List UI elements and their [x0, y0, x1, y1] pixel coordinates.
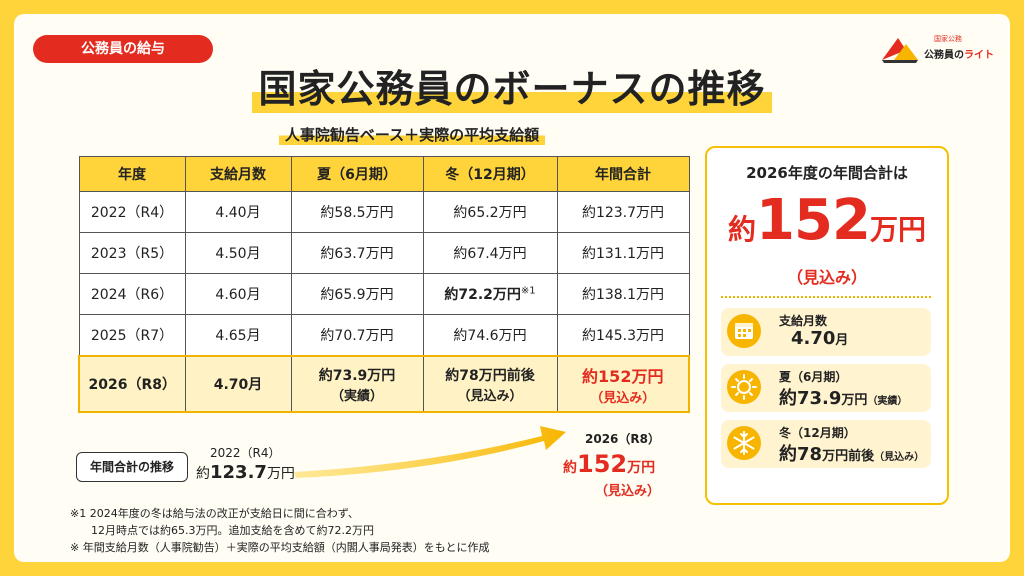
footnote-1-cont: 12月時点では約65.3万円。追加支給を含めて約72.2万円: [91, 524, 374, 537]
cell-year: 2023（R5）: [78, 232, 186, 274]
card-label: 支給月数: [779, 314, 828, 328]
cell-year: 2026（R8）: [78, 355, 186, 413]
table-row-highlight: 2026（R8） 4.70月 約73.9万円 （実績） 約78万円前後 （見込み） …: [78, 355, 690, 413]
trend-start-year: 2022（R4）: [210, 446, 281, 460]
mountain-logo-icon: [882, 38, 918, 63]
cell-winter: 約67.4万円: [422, 232, 558, 274]
cell-months: 4.50月: [184, 232, 292, 274]
cell-total: 約138.1万円: [556, 273, 690, 315]
cell-year: 2022（R4）: [78, 191, 186, 233]
cell-year: 2025（R7）: [78, 314, 186, 357]
cell-total: 約145.3万円: [556, 314, 690, 357]
footnotes: ※1 2024年度の冬は給与法の改正が支給日に間に合わず、 12月時点では約65…: [70, 505, 490, 556]
footnote-1: ※1 2024年度の冬は給与法の改正が支給日に間に合わず、: [70, 507, 359, 520]
table-row: 2025（R7） 4.65月 約70.7万円 約74.6万円 約145.3万円: [78, 314, 690, 357]
cell-summer: 約58.5万円: [290, 191, 424, 233]
card-value: 約73.9万円（実績）: [779, 388, 908, 409]
table-subtitle: 人事院勧告ベース＋実際の平均支給額: [212, 124, 612, 145]
cell-winter: 約74.6万円: [422, 314, 558, 357]
table-row: 2022（R4） 4.40月 約58.5万円 約65.2万円 約123.7万円: [78, 191, 690, 233]
panel-card-months: 支給月数 4.70月: [721, 308, 931, 356]
cell-summer: 約65.9万円: [290, 273, 424, 315]
panel-total-value: 約152万円: [728, 188, 926, 253]
summary-panel: 2026年度の年間合計は 約152万円 （見込み） 支給月数 4.70月: [705, 146, 949, 505]
header-summer: 夏（6月期）: [290, 156, 424, 192]
trend-end-note: （見込み）: [595, 484, 661, 499]
logo-small-text: 国家公務: [934, 35, 962, 43]
header-winter: 冬（12月期）: [422, 156, 558, 192]
logo-brand-text: 公務員のライト: [924, 50, 994, 61]
cell-summer: 約63.7万円: [290, 232, 424, 274]
bonus-table: 年度 支給月数 夏（6月期） 冬（12月期） 年間合計 2022（R4） 4.4…: [78, 156, 690, 413]
cell-winter: 約78万円前後 （見込み）: [422, 355, 558, 413]
brand-logo: 国家公務 公務員のライト: [880, 30, 1000, 66]
header-total: 年間合計: [556, 156, 690, 192]
trend-end-year: 2026（R8）: [585, 432, 660, 446]
trend-label: 年間合計の推移: [76, 452, 188, 482]
table-row: 2023（R5） 4.50月 約63.7万円 約67.4万円 約131.1万円: [78, 232, 690, 274]
table-row: 2024（R6） 4.60月 約65.9万円 約72.2万円※1 約138.1万…: [78, 273, 690, 315]
footnote-mark: ※1: [520, 285, 536, 297]
snowflake-icon: [727, 426, 761, 460]
cell-months: 4.70月: [184, 355, 292, 413]
panel-heading: 2026年度の年間合計は: [746, 164, 908, 182]
header-year: 年度: [78, 156, 186, 192]
panel-card-summer: 夏（6月期） 約73.9万円（実績）: [721, 364, 931, 412]
cell-year: 2024（R6）: [78, 273, 186, 315]
cell-total: 約152万円 （見込み）: [556, 355, 690, 413]
category-tag: 公務員の給与: [33, 35, 213, 63]
card-label: 冬（12月期）: [779, 426, 856, 440]
sun-icon: [727, 370, 761, 404]
cell-winter: 約65.2万円: [422, 191, 558, 233]
header-months: 支給月数: [184, 156, 292, 192]
calendar-icon: [727, 314, 761, 348]
trend-start-value: 約123.7万円: [196, 462, 295, 483]
cell-total: 約131.1万円: [556, 232, 690, 274]
panel-card-winter: 冬（12月期） 約78万円前後（見込み）: [721, 420, 931, 468]
cell-winter: 約72.2万円※1: [422, 273, 558, 315]
table-header-row: 年度 支給月数 夏（6月期） 冬（12月期） 年間合計: [78, 156, 690, 192]
card-value: 約78万円前後（見込み）: [779, 444, 925, 465]
footnote-2: ※ 年間支給月数（人事院勧告）＋実際の平均支給額（内閣人事局発表）をもとに作成: [70, 541, 490, 554]
cell-months: 4.60月: [184, 273, 292, 315]
panel-total-note: （見込み）: [786, 268, 867, 287]
cell-summer: 約73.9万円 （実績）: [290, 355, 424, 413]
trend-end-value: 約152万円: [563, 450, 656, 478]
cell-months: 4.40月: [184, 191, 292, 233]
trend-arrow-icon: [294, 426, 566, 478]
cell-months: 4.65月: [184, 314, 292, 357]
cell-total: 約123.7万円: [556, 191, 690, 233]
card-value: 4.70月: [791, 328, 849, 349]
card-label: 夏（6月期）: [779, 370, 848, 384]
page-title: 国家公務員のボーナスの推移: [0, 58, 1024, 113]
panel-divider: [721, 296, 931, 298]
cell-summer: 約70.7万円: [290, 314, 424, 357]
